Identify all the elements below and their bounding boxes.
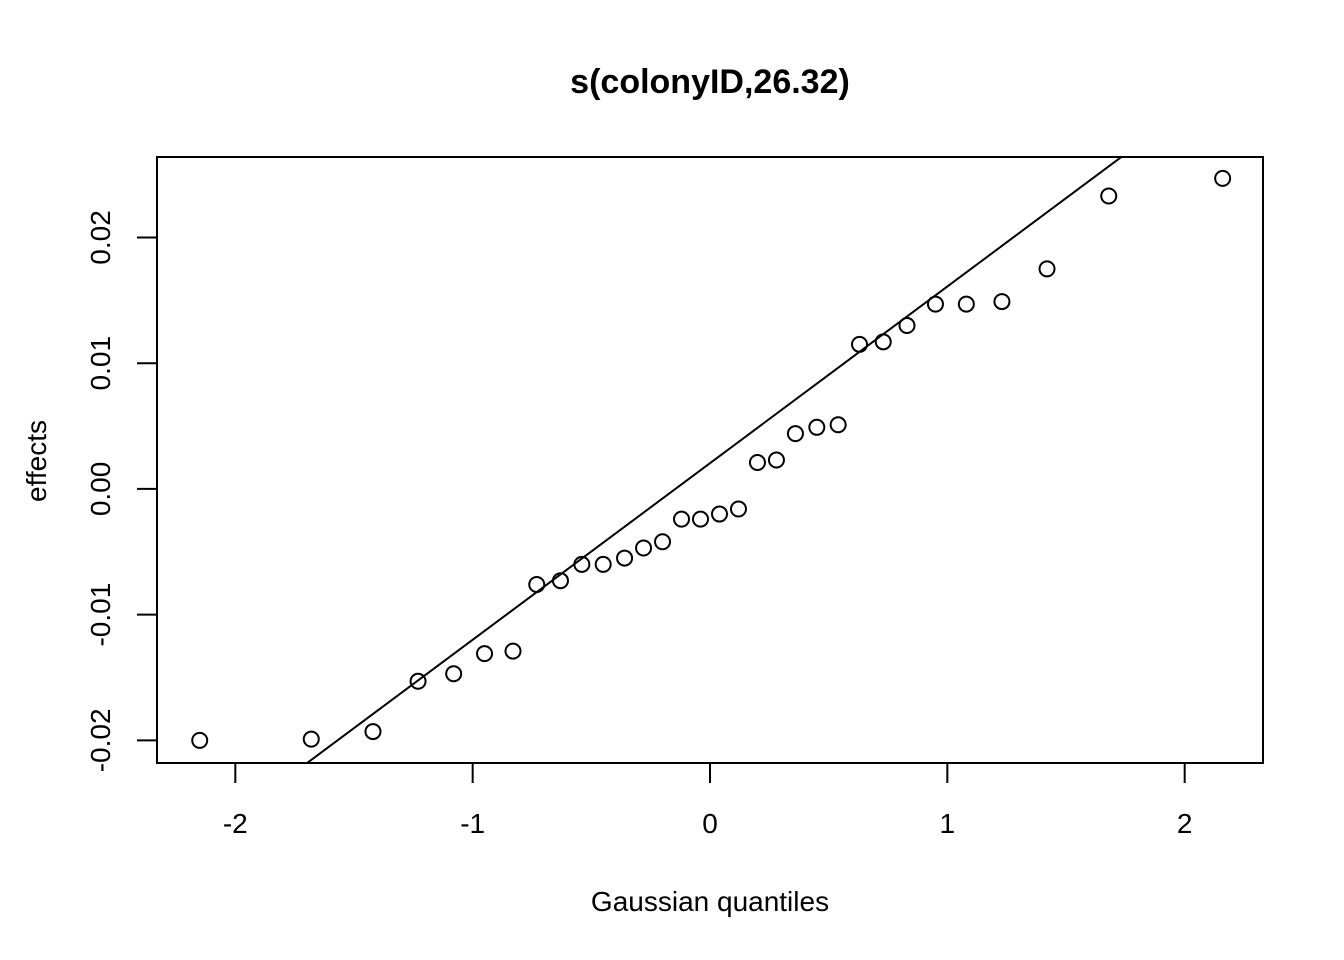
data-point — [829, 416, 847, 434]
data-point — [673, 510, 691, 528]
points-layer — [191, 169, 1232, 749]
x-tick-label: 1 — [940, 808, 956, 839]
y-tick-label: 0.02 — [85, 210, 116, 264]
data-point — [692, 510, 710, 528]
data-point — [1038, 260, 1056, 278]
data-point — [808, 418, 826, 436]
data-point — [528, 575, 546, 593]
data-point — [957, 295, 975, 313]
y-tick-label: -0.01 — [85, 583, 116, 647]
data-point — [551, 572, 569, 590]
data-point — [191, 731, 209, 749]
data-point — [409, 672, 427, 690]
data-point — [573, 555, 591, 573]
y-tick-label: -0.02 — [85, 708, 116, 772]
x-tick-label: 2 — [1177, 808, 1193, 839]
x-tick-label: 0 — [702, 808, 718, 839]
data-point — [302, 730, 320, 748]
data-point — [616, 549, 634, 567]
x-axis: -2 -1 0 1 2 — [223, 763, 1193, 839]
data-point — [898, 316, 916, 334]
data-point — [926, 295, 944, 313]
data-point — [993, 293, 1011, 311]
data-point — [654, 533, 672, 551]
y-tick-label: 0.00 — [85, 462, 116, 516]
data-point — [635, 539, 653, 557]
data-point — [729, 500, 747, 518]
data-point — [851, 335, 869, 353]
x-axis-label: Gaussian quantiles — [591, 886, 829, 917]
data-point — [594, 555, 612, 573]
reference-line — [305, 157, 1124, 763]
y-axis: -0.02 -0.01 0.00 0.01 0.02 — [85, 210, 157, 772]
data-point — [874, 333, 892, 351]
data-point — [364, 723, 382, 741]
data-point — [1100, 187, 1118, 205]
x-tick-label: -1 — [460, 808, 485, 839]
data-point — [767, 451, 785, 469]
reference-line-layer — [305, 157, 1124, 763]
data-point — [1214, 169, 1232, 187]
y-tick-label: 0.01 — [85, 336, 116, 391]
plot-frame — [156, 156, 1264, 764]
x-tick-label: -2 — [223, 808, 248, 839]
data-point — [710, 505, 728, 523]
chart-title: s(colonyID,26.32) — [570, 63, 850, 101]
data-point — [445, 665, 463, 683]
data-point — [504, 642, 522, 660]
y-axis-label: effects — [21, 420, 52, 502]
data-point — [748, 454, 766, 472]
data-point — [786, 425, 804, 443]
data-point — [476, 645, 494, 663]
